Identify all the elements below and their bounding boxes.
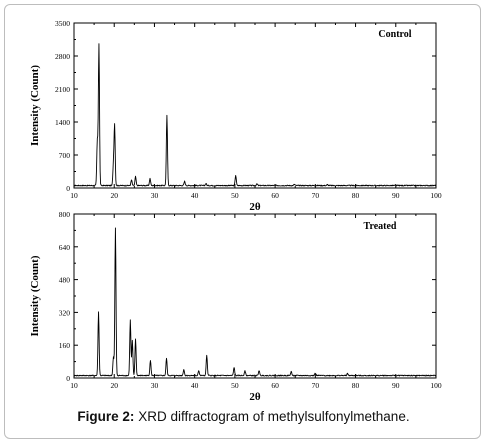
- y-axis-label: Intensity (Count): [29, 65, 41, 146]
- x-tick-label: 60: [271, 191, 279, 200]
- x-tick-label: 20: [110, 381, 118, 390]
- x-tick-label: 60: [271, 381, 279, 390]
- x-tick-label: 20: [110, 191, 118, 200]
- y-tick-label: 480: [59, 276, 71, 285]
- treated-panel: 10 20 30 40 50 60 70 80 90 100 0 160 320 480 640 800 Tre…: [29, 210, 442, 403]
- x-tick-label: 30: [151, 191, 159, 200]
- y-tick-label: 640: [59, 243, 71, 252]
- x-tick-label: 70: [312, 381, 320, 390]
- y-tick-label: 0: [66, 374, 70, 383]
- x-tick-label: 80: [352, 191, 360, 200]
- panel-title: Treated: [364, 221, 397, 232]
- x-tick-label: 50: [231, 381, 239, 390]
- control-panel: 10 20 30 40 50 60 70 80 90 100 0 700 1400 2100 2800 350…: [29, 19, 442, 213]
- x-axis-label: 2θ: [249, 201, 261, 213]
- y-tick-label: 320: [59, 308, 71, 317]
- x-tick-label: 80: [352, 381, 360, 390]
- figure-caption: Figure 2: XRD diffractogram of methylsul…: [0, 409, 487, 424]
- y-tick-label: 3500: [55, 19, 70, 28]
- xrd-trace: [73, 43, 437, 187]
- y-tick-label: 1400: [55, 118, 70, 127]
- xrd-trace: [73, 227, 437, 377]
- y-tick-label: 2100: [55, 85, 70, 94]
- x-tick-label: 10: [70, 381, 78, 390]
- x-tick-label: 90: [392, 191, 400, 200]
- x-tick-label: 40: [191, 191, 199, 200]
- x-tick-label: 40: [191, 381, 199, 390]
- x-tick-label: 10: [70, 191, 78, 200]
- figure-frame: [4, 4, 481, 439]
- y-tick-label: 160: [59, 341, 71, 350]
- x-tick-label: 90: [392, 381, 400, 390]
- plot-area-frame: [73, 213, 437, 379]
- x-tick-label: 100: [430, 381, 442, 390]
- x-tick-label: 100: [430, 191, 442, 200]
- x-tick-label: 70: [312, 191, 320, 200]
- caption-text: XRD diffractogram of methylsulfonylmetha…: [138, 409, 410, 424]
- panel-title: Control: [378, 29, 411, 40]
- x-tick-label: 50: [231, 191, 239, 200]
- y-tick-label: 700: [59, 151, 71, 160]
- x-axis-label: 2θ: [249, 391, 261, 403]
- caption-label: Figure 2:: [77, 409, 135, 424]
- y-axis-label: Intensity (Count): [29, 255, 41, 336]
- y-tick-label: 2800: [55, 52, 70, 61]
- plot-area-frame: [73, 22, 437, 189]
- y-tick-label: 0: [66, 184, 70, 193]
- y-tick-label: 800: [59, 210, 71, 219]
- x-tick-label: 30: [151, 381, 159, 390]
